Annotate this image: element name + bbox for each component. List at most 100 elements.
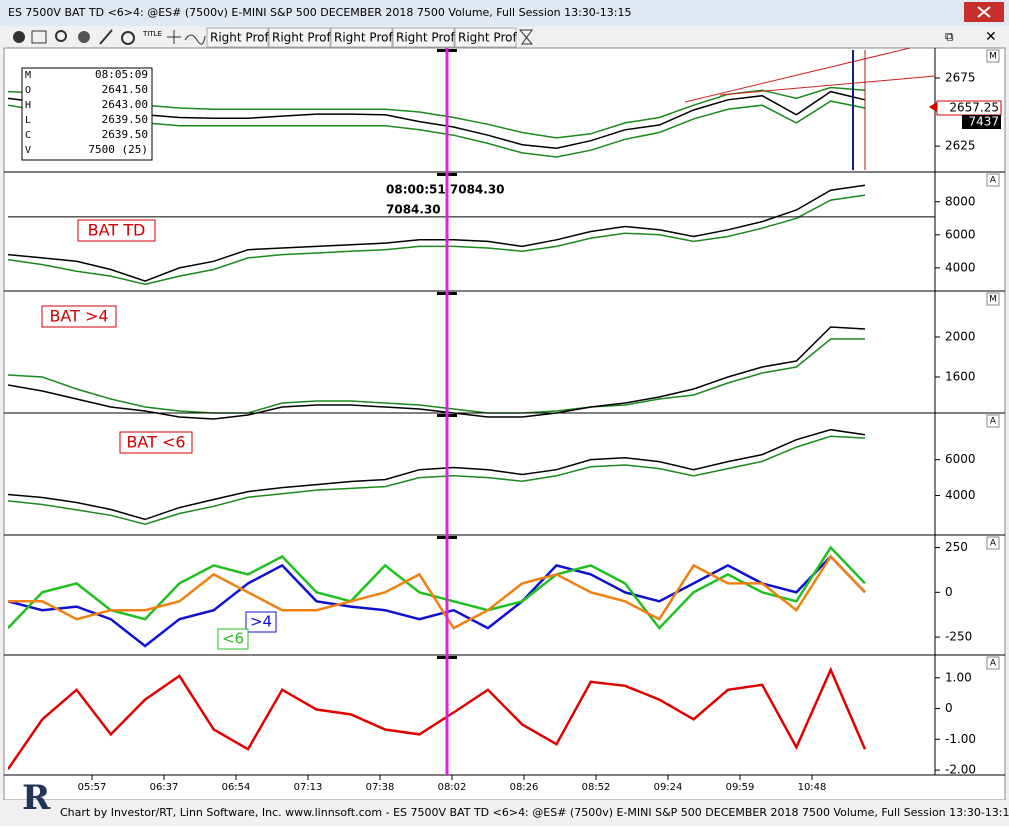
toolbar-button-label: Right Prof (272, 31, 331, 45)
tool-icon[interactable] (518, 29, 534, 45)
toolbar-button[interactable] (330, 27, 393, 48)
last-volume: 7437 (968, 115, 999, 129)
x-tick-label: 08:26 (510, 782, 539, 793)
tool-icon[interactable] (13, 31, 25, 43)
toolbar-button-label: Right Prof (210, 31, 269, 45)
cursor-label: 08:00:51 7084.30 (386, 183, 505, 197)
last-price: 2657.25 (949, 101, 999, 115)
status-bar (4, 800, 1005, 826)
pane-corner: A (990, 176, 997, 186)
toolbar-button[interactable] (454, 27, 517, 48)
footer: Chart by Investor/RT, Linn Software, Inc… (60, 806, 1009, 819)
tool-icon-label: TITLE (142, 30, 162, 38)
pane-label-box (77, 219, 156, 242)
chart-area (3, 47, 1006, 801)
ohlc-value: 2639.50 (102, 113, 148, 126)
y-tick-label: 1.00 (945, 670, 972, 684)
x-tick-label: 06:54 (222, 782, 251, 793)
ohlc-value: 7500 (25) (88, 143, 148, 156)
ohlc-key: V (25, 145, 31, 156)
pane-label-box (119, 431, 193, 454)
y-tick-label: 4000 (945, 488, 976, 502)
pane-corner: M (989, 295, 997, 305)
y-tick-label: 0 (945, 701, 953, 715)
series-line (8, 194, 866, 286)
tool-icon[interactable] (99, 29, 113, 45)
series-line (8, 338, 865, 414)
price-level-label: 7084.30 (386, 202, 441, 216)
ohlc-key: L (25, 115, 31, 126)
x-tick-label: 09:24 (654, 782, 683, 793)
overlay (445, 47, 936, 775)
ohlc-values: M 08:05:09 O 2641.50 H 2643.00 L 2639.50 C 2639.5… (25, 68, 148, 156)
legend-label: >4 (250, 613, 272, 631)
x-tick-label: 05:57 (78, 782, 107, 793)
y-tick-label: 6000 (945, 227, 976, 241)
x-tick-label: 07:38 (366, 782, 395, 793)
series-line (8, 666, 867, 770)
series-line (8, 428, 866, 521)
y-tick-label: 2625 (945, 139, 976, 153)
y-tick-label: -2.00 (945, 763, 976, 777)
ohlc-value: 2643.00 (102, 98, 148, 111)
series-line (8, 326, 866, 420)
ohlc-value: 2639.50 (102, 128, 148, 141)
toolbar-button[interactable] (392, 27, 455, 48)
tool-icon[interactable] (184, 34, 206, 45)
pane-label: BAT TD (88, 221, 146, 240)
pane-corner-box[interactable] (986, 656, 1000, 670)
x-tick-label: 07:13 (294, 782, 323, 793)
window-title: ES 7500V BAT TD <6>4: @ES# (7500v) E-MIN… (8, 6, 631, 19)
pane-corner-box[interactable] (986, 536, 1000, 550)
tool-icon[interactable] (167, 30, 181, 44)
pane-label: BAT >4 (49, 307, 108, 326)
logo: R (22, 778, 51, 818)
close-chart-icon[interactable]: ✕ (985, 29, 997, 45)
pane-corner: A (990, 659, 997, 669)
y-tick-label: 4000 (945, 260, 976, 274)
ohlc-key: H (25, 100, 31, 111)
ohlc-key: M (25, 70, 31, 81)
trend-line (684, 47, 936, 103)
pane-corner: A (990, 417, 997, 427)
series-line (8, 554, 866, 630)
x-tick-label: 08:52 (582, 782, 611, 793)
pane-corner: A (990, 539, 997, 549)
pane-corner-box[interactable] (986, 414, 1000, 428)
ohlc-value: 2641.50 (102, 83, 148, 96)
toolbar-button[interactable] (268, 27, 331, 48)
title-bar (0, 0, 1009, 26)
legend-box (217, 628, 249, 650)
ohlc-key: C (25, 130, 31, 141)
toolbar-button-label: Right Prof (334, 31, 393, 45)
pane-corner-box[interactable] (986, 49, 1000, 63)
legend-label: <6 (222, 630, 244, 648)
y-tick-label: -250 (945, 630, 972, 644)
toolbar-button[interactable] (206, 27, 269, 48)
series-line (8, 184, 866, 282)
last-volume-box (962, 115, 1001, 129)
ohlc-value: 08:05:09 (95, 68, 148, 81)
y-tick-label: 2000 (945, 330, 976, 344)
tool-icon[interactable] (78, 31, 90, 43)
toolbar-icons: TITLE Right Prof Right Prof Right Prof Righ… (13, 27, 534, 48)
y-tick-label: 0 (945, 585, 953, 599)
pane-corner-box[interactable] (986, 292, 1000, 306)
x-tick-label: 10:48 (798, 782, 827, 793)
x-tick-label: 06:37 (150, 782, 179, 793)
series-line (8, 545, 866, 631)
series-line (8, 554, 866, 648)
tool-icon[interactable] (121, 31, 135, 45)
pane-label-box (41, 305, 117, 328)
pane-corner-box[interactable] (986, 173, 1000, 187)
y-tick-label: -1.00 (945, 732, 976, 746)
ohlc-key: O (25, 85, 31, 96)
series-line (8, 435, 866, 525)
last-price-arrow (929, 102, 937, 112)
restore-icon[interactable]: ⧉ (945, 30, 954, 44)
y-tick-label: 1600 (945, 370, 976, 384)
tool-icon[interactable] (55, 30, 67, 42)
y-tick-label: 250 (945, 540, 968, 554)
tool-icon[interactable] (31, 30, 47, 44)
toolbar-button-label: Right Prof (458, 31, 517, 45)
